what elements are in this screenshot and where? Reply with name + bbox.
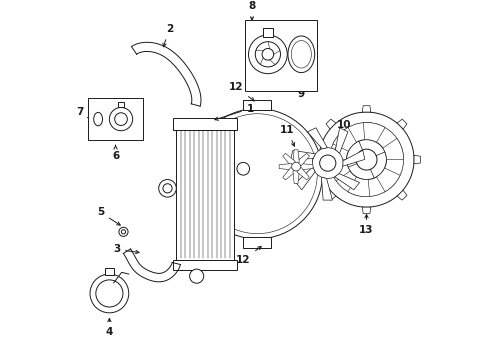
Polygon shape (293, 171, 299, 184)
Text: 12: 12 (229, 82, 254, 101)
Text: 13: 13 (359, 215, 374, 235)
Polygon shape (313, 156, 319, 164)
Text: 1: 1 (215, 104, 254, 120)
Polygon shape (329, 159, 350, 181)
Circle shape (329, 122, 404, 197)
Circle shape (119, 227, 128, 237)
Polygon shape (362, 106, 371, 112)
Polygon shape (300, 163, 313, 170)
Circle shape (163, 184, 172, 193)
Polygon shape (308, 128, 327, 149)
Circle shape (122, 230, 125, 234)
Polygon shape (293, 150, 299, 162)
Text: 5: 5 (97, 207, 120, 225)
Text: 7: 7 (76, 107, 91, 118)
Ellipse shape (288, 36, 315, 73)
Circle shape (90, 274, 129, 313)
Polygon shape (291, 150, 316, 159)
Bar (88, 98, 143, 140)
Polygon shape (397, 119, 407, 129)
Text: 6: 6 (112, 145, 119, 161)
Polygon shape (376, 168, 400, 192)
Circle shape (190, 269, 204, 283)
Circle shape (313, 148, 343, 179)
Polygon shape (326, 190, 336, 200)
Circle shape (262, 49, 274, 60)
Polygon shape (343, 150, 365, 166)
Circle shape (292, 162, 301, 171)
Circle shape (159, 180, 176, 197)
Circle shape (237, 162, 249, 175)
Text: 4: 4 (106, 319, 113, 337)
Polygon shape (397, 190, 407, 200)
Text: 3: 3 (113, 244, 139, 255)
Circle shape (109, 108, 133, 131)
Ellipse shape (291, 41, 311, 68)
Ellipse shape (94, 112, 102, 126)
Text: 2: 2 (163, 24, 173, 47)
Circle shape (96, 280, 123, 307)
Polygon shape (336, 128, 348, 153)
Polygon shape (297, 153, 309, 166)
Bar (263, 28, 273, 37)
Circle shape (319, 155, 336, 171)
Bar (245, 21, 317, 91)
Circle shape (356, 149, 377, 170)
Bar (173, 118, 237, 130)
Text: 8: 8 (248, 1, 256, 20)
Polygon shape (348, 177, 370, 197)
Polygon shape (383, 138, 404, 159)
Polygon shape (283, 167, 295, 180)
Circle shape (115, 113, 127, 125)
Polygon shape (296, 167, 315, 190)
Polygon shape (297, 167, 309, 180)
Polygon shape (414, 156, 420, 164)
Polygon shape (321, 177, 332, 200)
Polygon shape (326, 119, 336, 129)
Bar (105, 269, 114, 275)
Bar (243, 237, 271, 248)
Circle shape (197, 114, 318, 234)
Bar (243, 100, 271, 110)
Polygon shape (279, 163, 292, 170)
Circle shape (192, 108, 322, 239)
Polygon shape (333, 127, 357, 151)
Circle shape (248, 35, 287, 74)
Text: 10: 10 (335, 120, 351, 151)
Text: 11: 11 (280, 125, 294, 146)
Bar (173, 260, 237, 270)
Polygon shape (362, 207, 371, 213)
Circle shape (319, 112, 414, 207)
Bar (118, 102, 124, 108)
Bar (176, 130, 234, 260)
Polygon shape (283, 153, 295, 166)
Circle shape (255, 42, 280, 67)
Polygon shape (363, 122, 385, 142)
Circle shape (346, 140, 387, 180)
Text: 12: 12 (236, 247, 261, 265)
Text: 9: 9 (298, 80, 305, 99)
Polygon shape (335, 174, 360, 190)
